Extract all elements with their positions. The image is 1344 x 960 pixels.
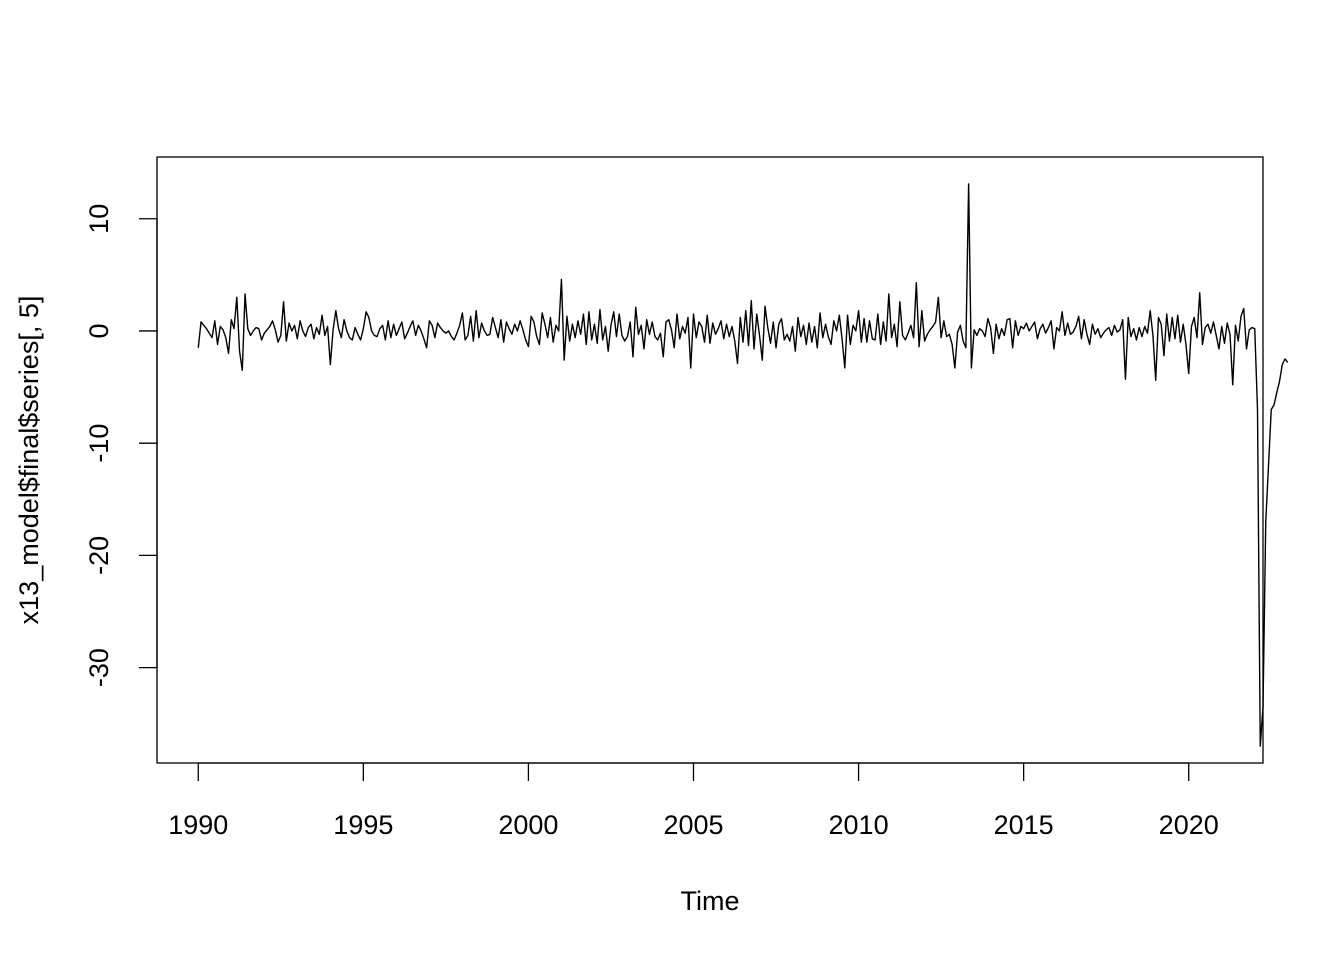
x-tick-label: 2010 (829, 810, 889, 840)
y-tick-label: -30 (84, 648, 114, 687)
x-tick-label: 1990 (168, 810, 228, 840)
x-tick-label: 1995 (333, 810, 393, 840)
x-tick-label: 2020 (1159, 810, 1219, 840)
series-line (197, 183, 1289, 747)
y-axis-title: x13_model$final$series[, 5] (14, 296, 44, 625)
x-tick-label: 2005 (663, 810, 723, 840)
plot-frame (156, 156, 1264, 764)
y-tick-label: 10 (84, 204, 114, 234)
x-tick-label: 2000 (498, 810, 558, 840)
y-tick-label: -10 (84, 424, 114, 463)
x-axis: 1990 1995 2000 2005 2010 2015 2020 (168, 762, 1219, 840)
y-axis: -30 -20 -10 0 10 (84, 204, 158, 687)
x-tick-label: 2015 (994, 810, 1054, 840)
y-tick-label: -20 (84, 536, 114, 575)
x-axis-title: Time (681, 886, 740, 916)
y-tick-label: 0 (84, 323, 114, 338)
